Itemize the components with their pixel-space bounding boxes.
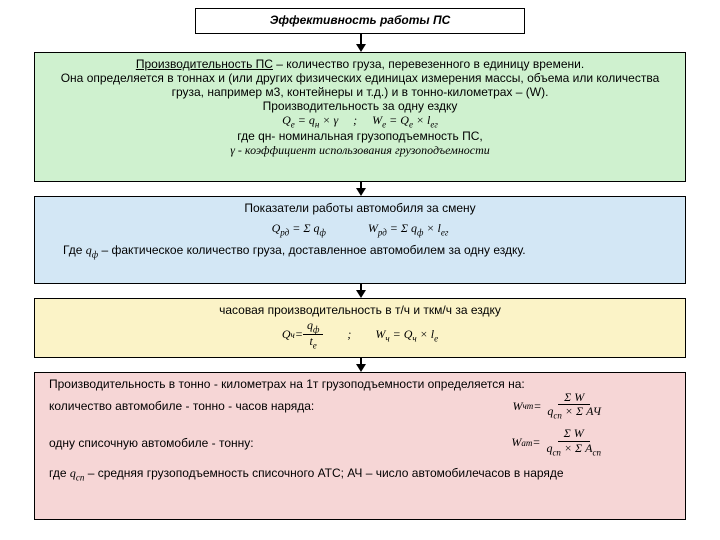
box1-line1: Производительность ПС – количество груза… bbox=[43, 57, 677, 71]
box1-line4: где qн- номинальная грузоподъемность ПС, bbox=[43, 129, 677, 143]
box4-f1: Wчт = Σ W qсп × Σ АЧ bbox=[513, 391, 677, 421]
arrow-down-icon bbox=[356, 364, 366, 372]
box1-line5: γ - коэффициент использования грузоподъе… bbox=[43, 143, 677, 158]
box4-line4: где qсп – средняя грузоподъемность списо… bbox=[49, 466, 677, 482]
box-hourly-productivity: часовая производительность в т/ч и ткм/ч… bbox=[34, 298, 686, 358]
box3-formulas: Qч = qф te ; Wч = Qч × le bbox=[43, 319, 677, 351]
box-tonne-km-productivity: Производительность в тонно - километрах … bbox=[34, 372, 686, 520]
arrow-down-icon bbox=[356, 44, 366, 52]
box4-line1: Производительность в тонно - километрах … bbox=[49, 377, 677, 391]
box1-line2: Она определяется в тоннах и (или других … bbox=[43, 71, 677, 99]
box2-line2: Где qф – фактическое количество груза, д… bbox=[43, 243, 677, 259]
box4-row3: одну списочную автомобиле - тонну: Wат =… bbox=[49, 427, 677, 457]
title-box: Эффективность работы ПС bbox=[195, 8, 525, 34]
arrow-down-icon bbox=[356, 188, 366, 196]
box4-row2: количество автомобиле - тонно - часов на… bbox=[49, 391, 677, 421]
box1-formulas: Qe = qн × γ ; We = Qe × lег bbox=[43, 113, 677, 129]
title-text: Эффективность работы ПС bbox=[270, 13, 451, 27]
diagram-canvas: Эффективность работы ПС Производительнос… bbox=[0, 0, 720, 540]
box-productivity-definition: Производительность ПС – количество груза… bbox=[34, 52, 686, 182]
box2-formulas: Qрд = Σ qф Wрд = Σ qф × lег bbox=[43, 221, 677, 237]
box3-line1: часовая производительность в т/ч и ткм/ч… bbox=[43, 303, 677, 317]
box2-line1: Показатели работы автомобиля за смену bbox=[43, 201, 677, 215]
box4-f2: Wат = Σ W qсп × Σ Асп bbox=[511, 427, 677, 457]
box3-fW: Wч = Qч × le bbox=[375, 327, 438, 343]
box1-line3: Производительность за одну ездку bbox=[43, 99, 677, 113]
arrow-down-icon bbox=[356, 290, 366, 298]
box3-fQ: Qч = qф te bbox=[282, 319, 323, 351]
box-shift-indicators: Показатели работы автомобиля за смену Qр… bbox=[34, 196, 686, 284]
